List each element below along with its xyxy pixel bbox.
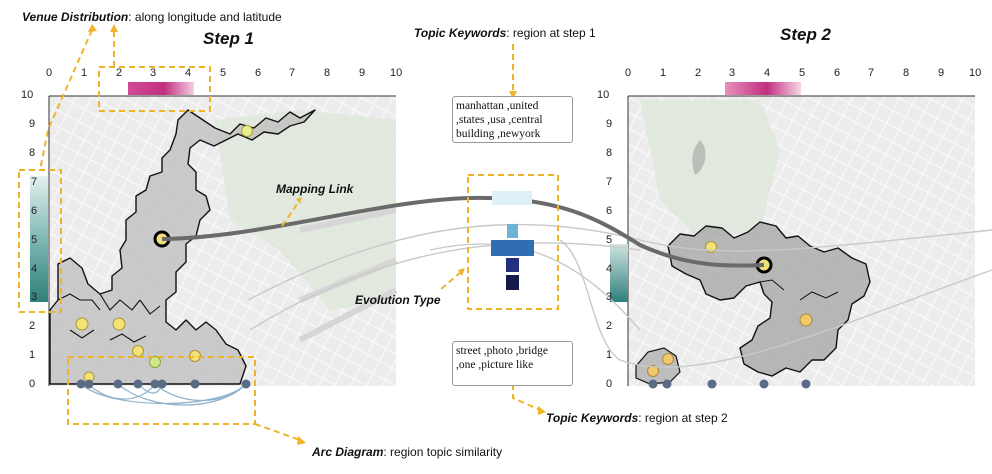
y-tick: 7	[31, 176, 38, 188]
x-tick: 1	[660, 67, 667, 79]
hex-region-step1	[49, 109, 316, 385]
mapping-link-curve[interactable]	[161, 195, 765, 268]
y-tick: 9	[606, 118, 613, 130]
x-tick: 6	[834, 67, 841, 79]
y-tick: 1	[29, 349, 36, 361]
y-tick: 4	[606, 263, 613, 275]
x-tick: 3	[150, 67, 157, 79]
x-tick: 3	[729, 67, 736, 79]
venue-distribution-desc: : along longitude and latitude	[128, 10, 282, 24]
y-tick: 5	[606, 234, 613, 246]
x-tick: 8	[903, 67, 910, 79]
y-tick: 5	[31, 234, 38, 246]
park-area-2	[640, 100, 780, 240]
step1-title: Step 1	[203, 29, 255, 48]
evolution-type-glyph	[491, 191, 534, 290]
x-tick: 2	[695, 67, 702, 79]
keywords-box-step1[interactable]: manhattan ,united ,states ,usa ,central …	[452, 96, 573, 143]
y-tick: 3	[606, 291, 613, 303]
longitude-distribution-bar	[128, 82, 194, 95]
x-tick: 0	[625, 67, 632, 79]
y-tick: 10	[597, 89, 610, 101]
topic-keywords-step1-desc: : region at step 1	[506, 26, 596, 40]
mapping-link-label: Mapping Link	[276, 182, 353, 196]
evolution-type-label: Evolution Type	[355, 293, 441, 307]
topic-keywords-step1-title: Topic Keywords	[414, 26, 507, 40]
arc-box	[67, 356, 256, 425]
y-tick: 0	[29, 378, 36, 390]
y-tick: 8	[606, 147, 613, 159]
x-tick: 0	[46, 67, 53, 79]
y-tick: 7	[606, 176, 613, 188]
hex-region-step2	[667, 221, 871, 377]
map-step2	[610, 82, 975, 389]
arc-diagram-annotation: Arc Diagram: region topic similarity	[312, 445, 502, 459]
latitude-distribution-bar	[30, 176, 48, 302]
mapping-link-text: Mapping Link	[276, 182, 354, 196]
callout-arrowheads	[88, 24, 546, 445]
arc-nodes-step2	[648, 379, 811, 389]
venue-dots-step2	[647, 241, 813, 377]
venue-distribution-title: Venue Distribution	[22, 10, 129, 24]
evolution-box	[467, 174, 559, 310]
keywords-box-step2[interactable]: street ,photo ,bridge ,one ,picture like	[452, 341, 573, 386]
arc-nodes	[76, 379, 251, 389]
latitude-distribution-bar-2	[610, 244, 628, 302]
topic-keywords-step2-title: Topic Keywords	[546, 411, 639, 425]
y-tick: 6	[606, 205, 613, 217]
x-tick: 7	[868, 67, 875, 79]
y-tick: 1	[606, 349, 613, 361]
x-tick: 2	[116, 67, 123, 79]
arc-diagram-desc: : region topic similarity	[383, 445, 503, 459]
x-tick: 10	[969, 67, 982, 79]
y-tick: 0	[606, 378, 613, 390]
arc-diagram	[76, 379, 251, 406]
park-area	[215, 110, 396, 310]
step2-title: Step 2	[780, 25, 832, 44]
x-tick: 9	[938, 67, 945, 79]
map-step1	[30, 82, 398, 386]
x-tick: 7	[289, 67, 296, 79]
y-tick: 4	[31, 263, 38, 275]
arc-diagram-title: Arc Diagram	[312, 445, 384, 459]
topic-keywords-step1-annotation: Topic Keywords: region at step 1	[414, 26, 596, 40]
y-tick: 6	[31, 205, 38, 217]
x-tick: 4	[185, 67, 192, 79]
y-tick: 10	[21, 89, 34, 101]
venue-top-box	[98, 66, 211, 112]
longitude-distribution-bar-2	[725, 82, 801, 95]
y-tick: 2	[606, 320, 613, 332]
venue-dots-step1	[75, 125, 253, 383]
y-tick: 8	[29, 147, 36, 159]
x-tick: 4	[764, 67, 771, 79]
y-tick: 3	[31, 291, 38, 303]
x-tick: 1	[81, 67, 88, 79]
venue-distribution-annotation: Venue Distribution: along longitude and …	[22, 10, 282, 24]
x-tick: 6	[255, 67, 262, 79]
x-tick: 5	[799, 67, 806, 79]
x-tick: 9	[359, 67, 366, 79]
y-tick: 2	[29, 320, 36, 332]
x-tick: 8	[324, 67, 331, 79]
x-tick: 5	[220, 67, 227, 79]
x-tick: 10	[390, 67, 403, 79]
topic-keywords-step2-desc: : region at step 2	[638, 411, 728, 425]
evolution-type-text: Evolution Type	[355, 293, 441, 307]
topic-keywords-step2-annotation: Topic Keywords: region at step 2	[546, 411, 728, 425]
y-tick: 9	[29, 118, 36, 130]
callout-guides	[18, 29, 559, 441]
background-links	[247, 223, 992, 368]
